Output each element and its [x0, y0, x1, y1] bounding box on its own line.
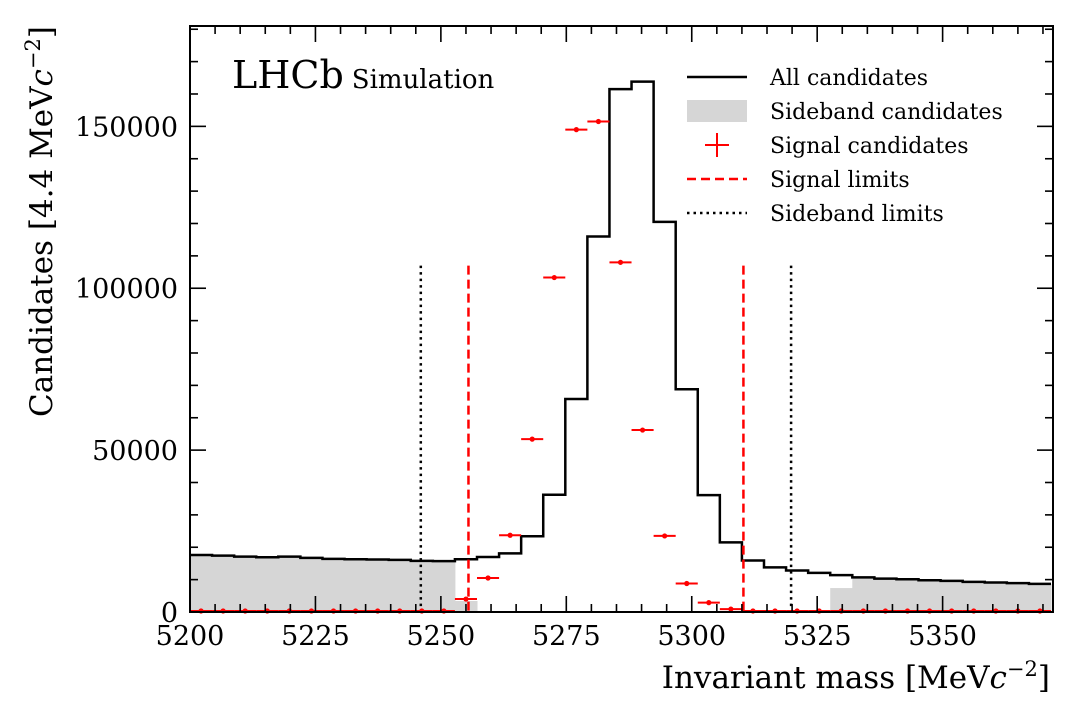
- x-tick-label: 5250: [407, 621, 476, 652]
- y-tick-label: 0: [161, 598, 178, 629]
- legend-label: Signal limits: [770, 168, 910, 193]
- x-tick-label: 5325: [783, 621, 852, 652]
- axes: 5200 5225 5250 5275 5300 5325 5350 0 50000 100000…: [75, 25, 1054, 652]
- signal-point: [719, 606, 742, 612]
- brand-experiment: LHCb: [232, 53, 344, 97]
- legend-entry: Sideband limits: [687, 202, 944, 227]
- signal-markers: [190, 118, 1051, 614]
- sideband-bin: [918, 580, 942, 612]
- signal-point: [454, 596, 477, 602]
- all-candidates-histogram: [190, 80, 1051, 586]
- sideband-bin: [1028, 583, 1052, 612]
- legend-entry: All candidates: [687, 66, 928, 91]
- y-axis-title: Candidates [4.4 MeVc−2]: [21, 26, 60, 417]
- x-axis-title: Invariant mass [MeVc−2]: [662, 657, 1050, 696]
- x-tick-label: 5200: [156, 621, 225, 652]
- sideband-bin: [874, 578, 897, 612]
- signal-point: [697, 600, 720, 606]
- legend-entry: Signal candidates: [705, 133, 969, 159]
- signal-point: [631, 427, 654, 433]
- y-tick-label: 150000: [75, 112, 178, 143]
- sideband-bin: [830, 588, 853, 612]
- signal-point: [609, 259, 632, 265]
- sideband-bin: [190, 555, 213, 612]
- legend-label: Sideband limits: [770, 202, 944, 227]
- x-tick-label: 5275: [532, 621, 601, 652]
- sideband-bin: [278, 556, 301, 612]
- legend-entry: Sideband candidates: [687, 100, 1003, 125]
- y-tick-label: 100000: [75, 274, 178, 305]
- sideband-bin: [256, 557, 279, 612]
- legend: All candidates Sideband candidates Signal …: [687, 66, 1003, 227]
- sideband-bin: [212, 555, 235, 612]
- limit-lines: [419, 265, 793, 612]
- sideband-bin: [300, 557, 323, 612]
- legend-label: All candidates: [769, 66, 928, 91]
- signal-point: [675, 580, 698, 587]
- sideband-bin: [410, 560, 434, 612]
- sideband-bin: [322, 558, 346, 612]
- signal-point: [565, 127, 588, 133]
- all-candidates-line: [190, 80, 1051, 586]
- signal-point: [476, 575, 500, 581]
- x-tick-label: 5350: [908, 621, 977, 652]
- sideband-bin: [1006, 583, 1030, 612]
- signal-point: [499, 532, 522, 538]
- sideband-bin: [852, 577, 875, 612]
- sideband-bin: [432, 561, 456, 612]
- signal-point: [587, 118, 610, 125]
- sideband-bin: [940, 580, 964, 612]
- sideband-bin: [234, 556, 257, 612]
- sideband-bin: [388, 559, 412, 612]
- signal-point: [521, 436, 544, 442]
- sideband-bin: [984, 582, 1008, 612]
- sideband-bin: [962, 581, 986, 612]
- signal-point: [543, 274, 566, 281]
- legend-label: Sideband candidates: [770, 100, 1003, 125]
- sideband-bin: [366, 559, 390, 612]
- x-tick-label: 5300: [657, 621, 726, 652]
- plot-frame: [189, 25, 1054, 613]
- sideband-bin: [896, 579, 920, 612]
- y-tick-label: 50000: [92, 436, 178, 467]
- brand-label: LHCb Simulation: [232, 53, 495, 97]
- brand-simulation: Simulation: [352, 65, 495, 95]
- sideband-histogram: [190, 555, 1052, 612]
- x-tick-label: 5225: [281, 621, 350, 652]
- signal-point: [653, 533, 676, 539]
- legend-entry: Signal limits: [687, 168, 910, 193]
- sideband-bin: [344, 559, 368, 612]
- legend-label: Signal candidates: [770, 134, 969, 159]
